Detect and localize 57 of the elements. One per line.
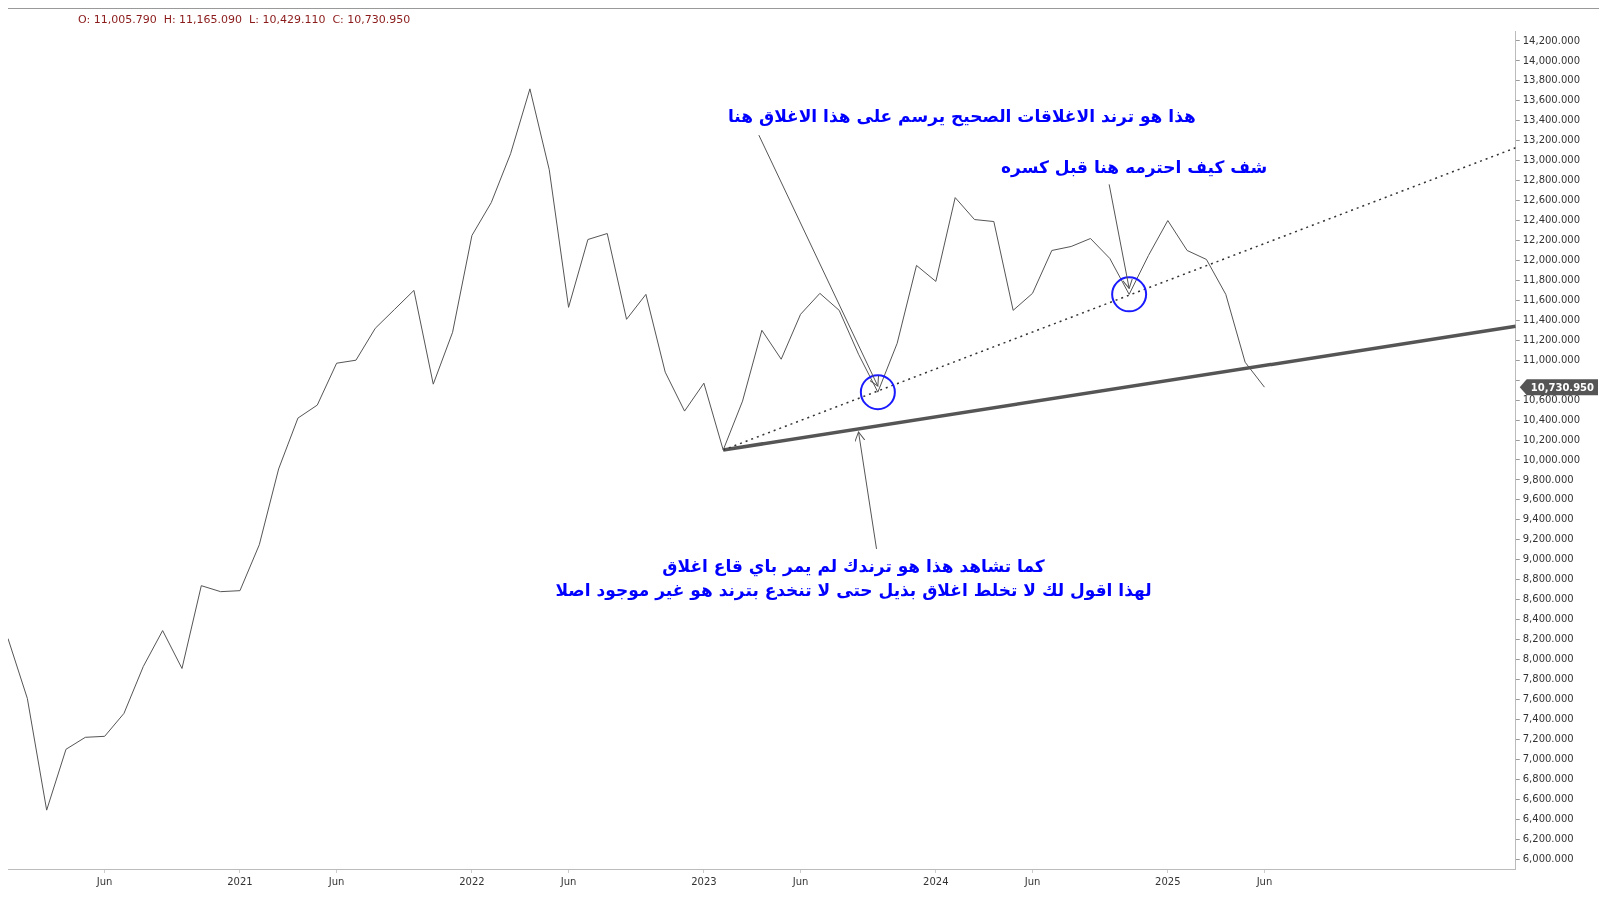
x-tick-label: 2023 (691, 875, 717, 887)
y-tick-label: 12,400.000 (1522, 214, 1581, 226)
y-tick-label: 8,600.000 (1522, 593, 1574, 605)
x-tick-label: 2025 (1155, 875, 1181, 887)
y-tick-label: 12,000.000 (1522, 254, 1581, 266)
y-tick-label: 6,200.000 (1522, 832, 1574, 844)
annotation: شف كيف احترمه هنا قبل كسره (1001, 157, 1268, 179)
y-tick-label: 8,800.000 (1522, 573, 1574, 585)
y-tick-label: 12,200.000 (1522, 234, 1581, 246)
y-tick-label: 12,800.000 (1522, 174, 1581, 186)
y-tick-label: 9,400.000 (1522, 513, 1574, 525)
y-tick-label: 14,000.000 (1522, 54, 1581, 66)
x-tick-label: Jun (791, 875, 809, 887)
y-tick-label: 8,400.000 (1522, 613, 1574, 625)
y-tick-label: 9,000.000 (1522, 553, 1574, 565)
y-tick-label: 11,800.000 (1522, 274, 1581, 285)
y-tick-label: 6,800.000 (1522, 772, 1574, 784)
y-tick-label: 10,600.000 (1522, 393, 1581, 405)
y-tick-label: 12,600.000 (1522, 194, 1581, 206)
text: 10,730.950 (1530, 381, 1595, 393)
y-tick-label: 6,000.000 (1522, 852, 1574, 864)
y-tick-label: 7,000.000 (1522, 752, 1574, 764)
y-tick-label: 7,600.000 (1522, 693, 1574, 704)
y-tick-label: 11,000.000 (1522, 353, 1581, 365)
y-tick-label: 14,200.000 (1522, 34, 1581, 46)
y-tick-label: 9,200.000 (1522, 533, 1574, 545)
y-tick-label: 7,200.000 (1522, 732, 1574, 744)
y-tick-label: 7,800.000 (1522, 673, 1574, 685)
x-tick-label: Jun (95, 875, 113, 887)
y-tick-label: 13,800.000 (1522, 74, 1581, 86)
text: O: 11,005.790 H: 11,165.090 L: 10,429.110 C: 10,730.950 (78, 12, 411, 26)
y-tick-label: 13,400.000 (1522, 114, 1581, 126)
y-tick-label: 9,600.000 (1522, 493, 1574, 505)
y-tick-label: 9,800.000 (1522, 473, 1574, 485)
y-tick-label: 10,400.000 (1522, 413, 1581, 425)
y-tick-label: 13,200.000 (1522, 134, 1581, 146)
y-tick-label: 10,000.000 (1522, 453, 1581, 465)
y-tick-label: 8,200.000 (1522, 633, 1574, 645)
y-tick-label: 13,600.000 (1522, 94, 1581, 106)
x-tick-label: Jun (559, 875, 577, 887)
x-tick-label: 2021 (227, 875, 253, 887)
y-tick-label: 11,400.000 (1522, 313, 1581, 325)
y-tick-label: 6,400.000 (1522, 812, 1574, 824)
y-tick-label: 13,000.000 (1522, 154, 1581, 166)
y-tick-label: 11,200.000 (1522, 333, 1581, 345)
y-tick-label: 11,600.000 (1522, 293, 1581, 305)
y-tick-label: 10,200.000 (1522, 433, 1581, 445)
x-tick-label: Jun (1255, 875, 1273, 887)
x-tick-label: Jun (1023, 875, 1041, 887)
x-tick-label: 2024 (923, 875, 949, 887)
y-tick-label: 6,600.000 (1522, 792, 1574, 804)
annotation: كما تشاهد هذا هو ترندك لم يمر باي قاع اغلاق لهذا اقول لك لا تخلط اغلاق بذيل حتى لا تنخدع بترند هو غير موجود اصلا (555, 555, 1152, 601)
x-tick-label: Jun (327, 875, 345, 887)
y-tick-label: 7,400.000 (1522, 712, 1574, 724)
x-tick-label: 2022 (459, 875, 485, 887)
annotation: هذا هو ترند الاغلاقات الصحيح يرسم على هذا الاغلاق هنا (727, 106, 1196, 128)
y-tick-label: 8,000.000 (1522, 653, 1574, 665)
